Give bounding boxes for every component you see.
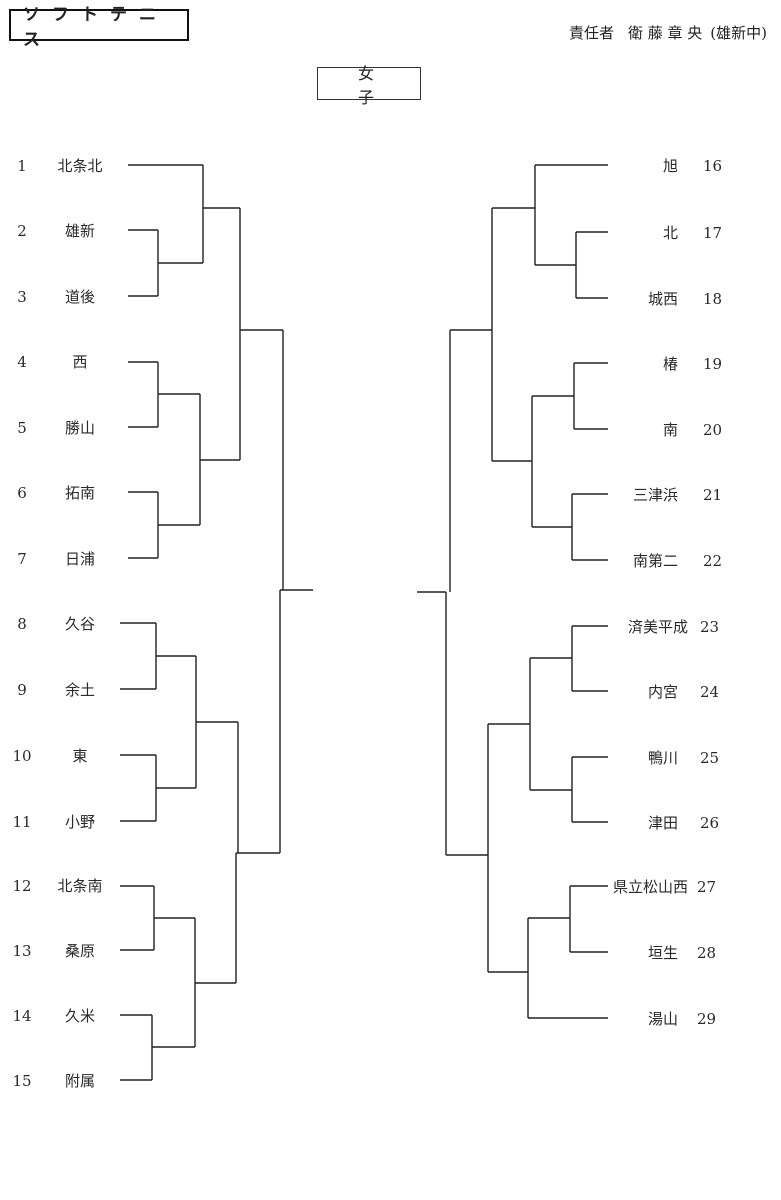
team-name: 久谷 [64, 615, 95, 633]
team-name: 附属 [64, 1072, 95, 1090]
team-number: 8 [17, 615, 27, 633]
team-name: 湯山 [647, 1010, 678, 1028]
team-name: 城西 [647, 290, 678, 308]
team-number: 19 [703, 355, 723, 373]
team-number: 16 [703, 157, 723, 175]
team-name: 小野 [64, 813, 95, 831]
team-number: 17 [703, 224, 723, 242]
team-name: 道後 [64, 288, 95, 306]
team-number: 13 [12, 942, 32, 960]
team-number: 1 [17, 157, 27, 175]
team-number: 23 [700, 618, 720, 636]
team-name: 内宮 [647, 683, 678, 701]
team-number: 2 [17, 222, 27, 240]
team-number: 5 [17, 419, 27, 437]
team-number: 27 [697, 878, 717, 896]
team-number: 26 [700, 814, 720, 832]
team-number: 7 [17, 550, 27, 568]
team-name: 勝山 [64, 419, 95, 437]
team-name: 日浦 [64, 550, 95, 568]
team-number: 20 [703, 421, 723, 439]
team-name: 県立松山西 [612, 878, 688, 896]
team-name: 久米 [64, 1007, 95, 1025]
team-name: 南第二 [632, 552, 678, 570]
team-name: 津田 [647, 814, 678, 832]
team-name: 済美平成 [627, 618, 688, 636]
team-number: 3 [17, 288, 27, 306]
team-name: 余土 [64, 681, 95, 699]
team-number: 10 [12, 747, 32, 765]
responsible-name: 衛 藤 章 央 [627, 24, 703, 42]
team-name: 拓南 [64, 484, 95, 502]
team-name: 鴨川 [647, 749, 678, 767]
responsible-school: (雄新中) [710, 24, 767, 42]
team-number: 24 [700, 683, 720, 701]
team-number: 6 [17, 484, 27, 502]
team-number: 28 [697, 944, 717, 962]
team-name: 西 [72, 353, 88, 371]
team-name: 北条南 [57, 877, 103, 895]
team-name: 桑原 [64, 942, 95, 960]
team-name: 旭 [662, 157, 678, 175]
team-number: 11 [12, 813, 32, 831]
team-number: 21 [703, 486, 723, 504]
team-number: 14 [12, 1007, 32, 1025]
team-number: 29 [697, 1010, 717, 1028]
team-name: 北条北 [57, 157, 103, 175]
team-name: 椿 [662, 355, 678, 373]
team-name: 東 [72, 747, 88, 765]
team-number: 25 [700, 749, 720, 767]
team-name: 北 [662, 224, 678, 242]
team-number: 22 [703, 552, 723, 570]
team-number: 12 [12, 877, 32, 895]
team-number: 9 [17, 681, 27, 699]
responsible-label: 責任者 [568, 24, 614, 42]
team-name: 雄新 [64, 222, 95, 240]
team-name: 三津浜 [632, 486, 678, 504]
team-number: 15 [12, 1072, 32, 1090]
team-name: 垣生 [647, 944, 678, 962]
responsible-person: 責任者衛 藤 章 央 (雄新中) [555, 22, 767, 43]
team-number: 18 [703, 290, 723, 308]
team-name: 南 [662, 421, 678, 439]
team-number: 4 [17, 353, 27, 371]
